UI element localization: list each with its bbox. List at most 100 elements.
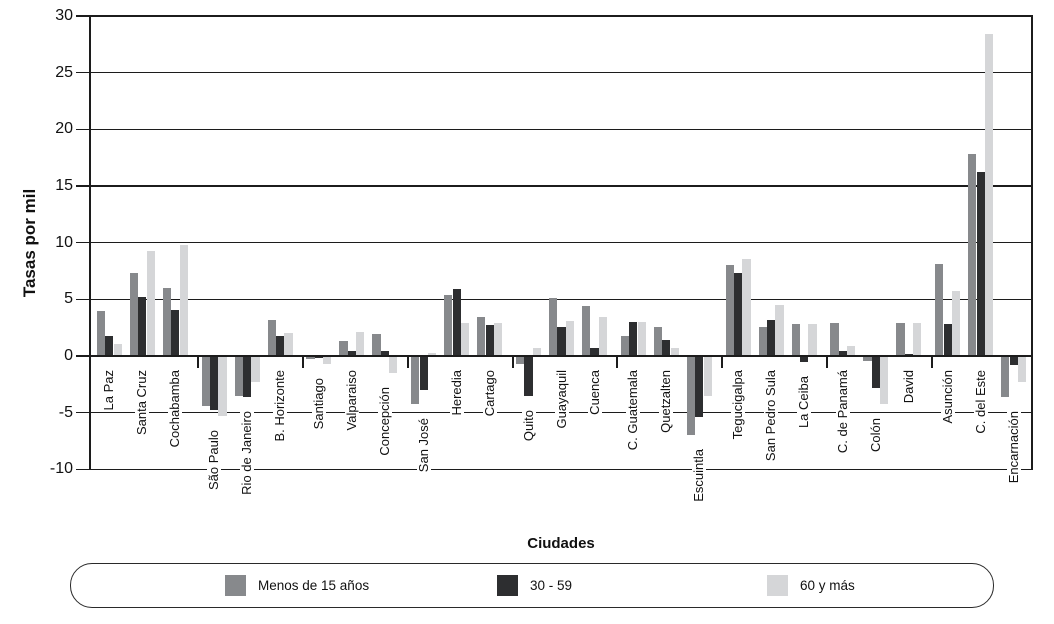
x-axis-category-label: C. del Este: [972, 368, 988, 435]
y-axis-tick-label: 15: [55, 176, 73, 194]
gridline: [89, 185, 1033, 187]
y-axis-tick: [76, 15, 89, 17]
bar: [565, 320, 575, 356]
bar: [590, 348, 599, 356]
bar: [242, 355, 252, 397]
bar: [629, 321, 638, 356]
x-axis-group-tick: [721, 355, 724, 368]
bar: [267, 319, 276, 356]
x-axis-category-label: Colón: [867, 416, 883, 453]
y-axis-tick: [76, 71, 89, 74]
gridline: [89, 71, 1033, 74]
x-axis-category-label: Quetzalten: [658, 368, 674, 434]
y-axis-tick: [76, 185, 89, 187]
bar: [871, 355, 881, 388]
bar: [493, 323, 503, 356]
gridline: [89, 128, 1033, 131]
bar: [444, 294, 453, 356]
bar: [380, 351, 390, 356]
legend-swatch-menos-de-15-icon: [225, 574, 246, 596]
bar: [356, 332, 365, 356]
x-axis-category-label: Asunción: [939, 368, 955, 425]
bar: [863, 355, 872, 361]
y-axis-line: [89, 16, 91, 470]
bar: [179, 244, 188, 356]
bar: [775, 304, 784, 356]
bar: [896, 323, 905, 356]
bar: [742, 258, 751, 356]
bar: [306, 355, 315, 360]
bar: [485, 325, 494, 356]
bar: [113, 343, 122, 356]
legend-swatch-60-y-mas-icon: [767, 574, 788, 596]
x-axis-category-label: Cochabamba: [167, 368, 183, 449]
x-axis-category-label: Escuintla: [691, 448, 707, 504]
bar: [904, 353, 914, 356]
gridline: [89, 298, 1033, 301]
bar: [799, 355, 809, 362]
bar: [725, 265, 734, 356]
bar: [372, 334, 381, 356]
x-axis-category-label: São Paulo: [206, 429, 222, 492]
bar: [548, 298, 558, 356]
x-axis-category-label: Concepción: [376, 385, 392, 457]
y-axis-tick: [76, 298, 89, 301]
x-axis-group-tick: [616, 355, 619, 368]
bar: [703, 355, 712, 396]
x-axis-group-tick: [197, 355, 200, 368]
x-axis-category-label: Valparaiso: [343, 368, 359, 432]
bar: [653, 326, 663, 356]
x-axis-line: [89, 354, 1033, 357]
bar: [935, 264, 944, 356]
y-axis-tick: [76, 128, 89, 131]
bar: [598, 317, 608, 356]
x-axis-category-label: B. Horizonte: [272, 368, 288, 443]
gridline: [89, 15, 1033, 17]
bar: [477, 317, 486, 356]
x-axis-group-tick: [825, 355, 828, 368]
y-axis-tick-label: 0: [64, 346, 73, 364]
x-axis-category-label: Tegucigalpa: [730, 368, 746, 441]
y-axis-tick-label: 20: [55, 120, 73, 138]
bar: [234, 355, 243, 396]
bar: [275, 335, 285, 356]
x-axis-category-label: La Paz: [101, 368, 117, 412]
x-axis-category-label: Santiago: [310, 377, 326, 431]
bar: [976, 172, 985, 356]
bar: [913, 323, 922, 356]
bar: [218, 355, 227, 417]
x-axis-category-label: Heredia: [448, 368, 464, 417]
x-axis-category-label: David: [900, 368, 916, 405]
bar: [791, 324, 800, 356]
y-axis-tick: [76, 468, 89, 471]
y-axis-tick: [76, 241, 89, 244]
x-axis-category-label: Cartago: [481, 368, 497, 418]
y-axis-tick-label: 5: [64, 290, 73, 308]
bar: [557, 326, 566, 356]
bar: [620, 335, 630, 356]
x-axis-category-label: Encarnación: [1005, 409, 1021, 485]
bar: [968, 154, 977, 356]
bar: [943, 324, 952, 356]
y-axis-tick-label: 10: [55, 233, 73, 251]
y-axis-tick-label: 30: [55, 7, 73, 24]
x-axis-category-label: Rio de Janeiro: [239, 409, 255, 496]
bar: [524, 355, 533, 396]
bar: [662, 340, 671, 356]
bar: [880, 355, 889, 404]
x-axis-group-tick: [301, 355, 304, 368]
bar: [171, 309, 180, 356]
y-axis-tick: [76, 355, 89, 357]
bar: [209, 355, 219, 411]
x-axis-category-label: Santa Cruz: [134, 368, 150, 437]
x-axis-group-tick: [511, 355, 514, 368]
x-axis-category-label: C. de Panamá: [834, 368, 850, 455]
bar: [323, 355, 332, 365]
bar: [460, 323, 470, 356]
bar: [670, 348, 679, 356]
bar: [1009, 355, 1018, 366]
bar: [427, 352, 437, 356]
bar: [581, 306, 591, 356]
gridline: [89, 241, 1033, 244]
